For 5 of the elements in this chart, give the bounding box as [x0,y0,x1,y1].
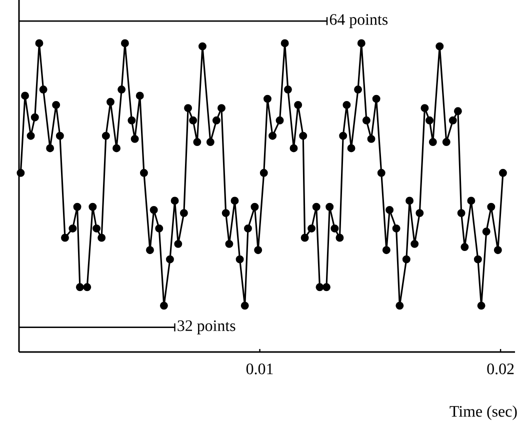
annotation: 32 points [178,320,236,334]
x-axis-title: Time (sec) [450,406,517,420]
x-tick-label: 0.01 [246,364,273,374]
text: 64 points [330,14,388,28]
x-tick-label: 0.02 [487,364,514,374]
